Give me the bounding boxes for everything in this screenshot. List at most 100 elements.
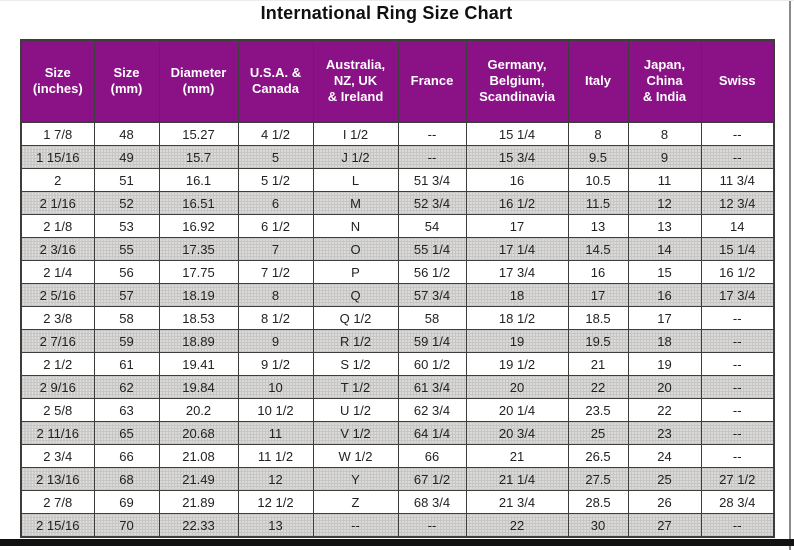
- table-cell: 13: [627, 214, 702, 238]
- table-cell: 13: [567, 214, 629, 238]
- table-cell: Z: [312, 490, 399, 514]
- table-cell: 19.5: [567, 329, 629, 353]
- table-cell: --: [397, 121, 467, 146]
- table-cell: 20.68: [158, 421, 239, 445]
- bottom-frame-bar: [0, 539, 794, 546]
- table-cell: 16 1/2: [700, 260, 775, 284]
- table-row: 2 7/16 59 18.89 9 R 1/2 59 1/4 19 19.5 18 --: [20, 329, 775, 353]
- table-cell: 15: [627, 260, 702, 284]
- table-cell: U 1/2: [312, 398, 399, 422]
- table-row: 2 1/16 52 16.51 6 M 52 3/4 16 1/2 11.5 12 12 3/4: [20, 191, 775, 215]
- table-cell: Q: [312, 283, 399, 307]
- table-cell: 66: [93, 444, 160, 468]
- table-row: 2 13/16 68 21.49 12 Y 67 1/2 21 1/4 27.5 25 27 1/…: [20, 467, 775, 491]
- table-cell: 10: [237, 375, 314, 399]
- table-cell: 2 3/8: [20, 306, 95, 330]
- page-title: International Ring Size Chart: [260, 3, 513, 23]
- table-row: 2 51 16.1 5 1/2 L 51 3/4 16 10.5 11 11 3/4: [20, 168, 775, 192]
- table-cell: 70: [93, 513, 160, 538]
- table-cell: 21.49: [158, 467, 239, 491]
- table-cell: 17 3/4: [465, 260, 569, 284]
- table-cell: 16.92: [158, 214, 239, 238]
- table-row: 2 3/4 66 21.08 11 1/2 W 1/2 66 21 26.5 24 --: [20, 444, 775, 468]
- table-row: 1 15/16 49 15.7 5 J 1/2 -- 15 3/4 9.5 9 --: [20, 145, 775, 169]
- table-cell: 4 1/2: [237, 121, 314, 146]
- table-cell: 15.7: [158, 145, 239, 169]
- table-cell: 69: [93, 490, 160, 514]
- table-cell: --: [700, 421, 775, 445]
- table-cell: 14.5: [567, 237, 629, 261]
- table-cell: 26: [627, 490, 702, 514]
- table-cell: 15 1/4: [465, 121, 569, 146]
- table-cell: --: [700, 306, 775, 330]
- table-cell: R 1/2: [312, 329, 399, 353]
- table-cell: 57 3/4: [397, 283, 467, 307]
- table-cell: 9 1/2: [237, 352, 314, 376]
- table-cell: 61 3/4: [397, 375, 467, 399]
- table-cell: 16: [567, 260, 629, 284]
- table-row: 2 1/2 61 19.41 9 1/2 S 1/2 60 1/2 19 1/2 21 19 --: [20, 352, 775, 376]
- table-cell: 63: [93, 398, 160, 422]
- table-cell: 59: [93, 329, 160, 353]
- table-cell: 23: [627, 421, 702, 445]
- table-cell: P: [312, 260, 399, 284]
- table-row: 2 1/4 56 17.75 7 1/2 P 56 1/2 17 3/4 16 15 16 1/2: [20, 260, 775, 284]
- table-cell: 65: [93, 421, 160, 445]
- table-cell: 52 3/4: [397, 191, 467, 215]
- column-header: Japan, China & India: [627, 39, 702, 123]
- table-cell: --: [700, 375, 775, 399]
- table-cell: 20 1/4: [465, 398, 569, 422]
- table-cell: 11: [627, 168, 702, 192]
- table-cell: 18 1/2: [465, 306, 569, 330]
- table-row: 2 3/16 55 17.35 7 O 55 1/4 17 1/4 14.5 14 15 1/4: [20, 237, 775, 261]
- table-cell: 21: [567, 352, 629, 376]
- table-cell: 67 1/2: [397, 467, 467, 491]
- table-cell: 23.5: [567, 398, 629, 422]
- column-header: Australia, NZ, UK & Ireland: [312, 39, 399, 123]
- table-cell: 21.08: [158, 444, 239, 468]
- table-cell: --: [397, 145, 467, 169]
- table-cell: 17: [567, 283, 629, 307]
- table-row: 1 7/8 48 15.27 4 1/2 I 1/2 -- 15 1/4 8 8 --: [20, 121, 775, 146]
- table-cell: 52: [93, 191, 160, 215]
- table-cell: 64 1/4: [397, 421, 467, 445]
- table-cell: --: [700, 145, 775, 169]
- table-cell: 8: [567, 121, 629, 146]
- table-cell: 14: [700, 214, 775, 238]
- table-cell: L: [312, 168, 399, 192]
- table-cell: 26.5: [567, 444, 629, 468]
- table-cell: --: [700, 444, 775, 468]
- table-cell: 17.75: [158, 260, 239, 284]
- table-cell: 25: [627, 467, 702, 491]
- table-cell: 27 1/2: [700, 467, 775, 491]
- table-row: 2 9/16 62 19.84 10 T 1/2 61 3/4 20 22 20 --: [20, 375, 775, 399]
- table-cell: 18.5: [567, 306, 629, 330]
- table-cell: 10 1/2: [237, 398, 314, 422]
- column-header: France: [397, 39, 467, 123]
- table-cell: 18: [465, 283, 569, 307]
- table-cell: 9.5: [567, 145, 629, 169]
- table-cell: 16 1/2: [465, 191, 569, 215]
- table-cell: 19 1/2: [465, 352, 569, 376]
- table-cell: N: [312, 214, 399, 238]
- table-cell: --: [700, 329, 775, 353]
- table-cell: 19.84: [158, 375, 239, 399]
- table-cell: --: [397, 513, 467, 538]
- table-body: 1 7/8 48 15.27 4 1/2 I 1/2 -- 15 1/4 8 8 -- 1 15/1…: [20, 121, 775, 538]
- table-cell: 6: [237, 191, 314, 215]
- table-cell: 13: [237, 513, 314, 538]
- table-cell: 21 3/4: [465, 490, 569, 514]
- table-cell: 56 1/2: [397, 260, 467, 284]
- table-cell: T 1/2: [312, 375, 399, 399]
- table-cell: 15 1/4: [700, 237, 775, 261]
- table-cell: J 1/2: [312, 145, 399, 169]
- table-cell: 60 1/2: [397, 352, 467, 376]
- column-header: Size (inches): [20, 39, 95, 123]
- table-cell: 15.27: [158, 121, 239, 146]
- table-cell: 11.5: [567, 191, 629, 215]
- table-cell: 12 1/2: [237, 490, 314, 514]
- table-cell: 11 1/2: [237, 444, 314, 468]
- table-cell: --: [700, 513, 775, 538]
- table-cell: 18: [627, 329, 702, 353]
- table-row: 2 3/8 58 18.53 8 1/2 Q 1/2 58 18 1/2 18.5 17 --: [20, 306, 775, 330]
